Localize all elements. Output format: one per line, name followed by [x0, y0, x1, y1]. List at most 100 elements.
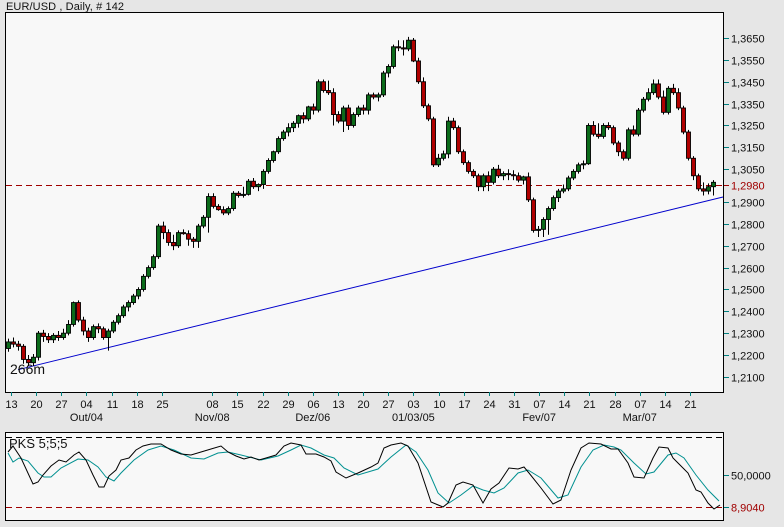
date-tick-label: 20 — [357, 399, 369, 411]
candle — [426, 103, 431, 122]
candle — [141, 274, 146, 292]
candle — [346, 104, 351, 130]
candle — [116, 313, 121, 325]
candle — [446, 116, 451, 159]
month-label: Dez/06 — [295, 412, 330, 424]
candle — [261, 169, 266, 189]
candle — [326, 80, 331, 95]
candle — [611, 125, 616, 146]
candle — [571, 169, 576, 181]
candle — [246, 179, 251, 196]
candle — [371, 92, 376, 100]
candle — [646, 88, 651, 102]
date-tick-label: 21 — [583, 399, 595, 411]
candle — [56, 330, 61, 341]
date-tick-label: 20 — [30, 399, 42, 411]
candle — [511, 170, 516, 181]
date-tick-label: 31 — [508, 399, 520, 411]
candle — [186, 230, 191, 246]
candle — [551, 195, 556, 211]
month-label: Mar/07 — [623, 412, 657, 424]
candle — [226, 206, 231, 216]
price-tick-label: 1,3650 — [731, 34, 765, 46]
candle — [286, 123, 291, 137]
price-tick-label: 1,2800 — [731, 220, 765, 232]
candle — [26, 355, 31, 366]
candlestick-series — [6, 36, 716, 366]
candle — [451, 117, 456, 130]
price-tick-label: 1,2700 — [731, 242, 765, 254]
candle — [196, 223, 201, 248]
date-tick-label: 10 — [433, 399, 445, 411]
candle — [656, 79, 661, 100]
candle — [471, 169, 476, 178]
candle — [596, 123, 601, 139]
price-tick-label: 1,2300 — [731, 329, 765, 341]
candle — [331, 88, 336, 126]
candle — [531, 197, 536, 233]
price-tick-label: 1,2900 — [731, 198, 765, 210]
candle — [126, 300, 131, 312]
candle — [336, 111, 341, 124]
date-tick-label: 27 — [55, 399, 67, 411]
candle — [6, 338, 11, 352]
candle — [651, 79, 656, 95]
support-trendline[interactable] — [17, 196, 724, 371]
candle — [546, 206, 551, 235]
candle — [406, 36, 411, 52]
candle — [376, 92, 381, 102]
candle — [526, 172, 531, 202]
trendline-label: 266m — [10, 361, 45, 377]
candle — [601, 123, 606, 139]
candle — [316, 79, 321, 113]
candle — [411, 38, 416, 63]
candle — [606, 122, 611, 130]
candle — [321, 79, 326, 93]
price-tick-label: 1,3250 — [731, 121, 765, 133]
month-label: Fev/07 — [522, 412, 556, 424]
candle — [676, 88, 681, 111]
candle — [231, 191, 236, 211]
candle — [506, 169, 511, 181]
candle — [521, 175, 526, 185]
date-tick-label: 13 — [5, 399, 17, 411]
candle — [591, 121, 596, 137]
candle — [421, 77, 426, 108]
candle — [41, 329, 46, 342]
date-tick-label: 14 — [558, 399, 570, 411]
candle — [91, 324, 96, 340]
candle — [661, 90, 666, 115]
candle — [311, 103, 316, 115]
price-panel[interactable] — [5, 12, 724, 393]
date-tick-label: 29 — [282, 399, 294, 411]
date-tick-label: 04 — [80, 399, 92, 411]
candle — [211, 193, 216, 209]
candle — [616, 140, 621, 157]
price-tick-label: 1,2600 — [731, 264, 765, 276]
date-tick-label: 22 — [257, 399, 269, 411]
price-tick-label: 1,2500 — [731, 285, 765, 297]
candle — [251, 177, 256, 189]
candle — [156, 223, 161, 259]
date-tick-label: 27 — [382, 399, 394, 411]
trendline[interactable]: 266m — [10, 196, 724, 377]
candle — [461, 149, 466, 165]
candle — [671, 83, 676, 95]
candle — [556, 188, 561, 202]
candle — [121, 304, 126, 318]
candle — [281, 129, 286, 141]
oscillator-series — [7, 442, 721, 510]
candle — [666, 86, 671, 115]
oscillator-line-pct-d — [7, 444, 720, 504]
date-tick-label: 07 — [634, 399, 646, 411]
candle — [76, 300, 81, 323]
candle — [236, 191, 241, 198]
candle — [381, 70, 386, 98]
candle — [36, 330, 41, 361]
candle — [341, 105, 346, 133]
candle — [16, 340, 21, 351]
candle — [171, 234, 176, 251]
oscillator-panel[interactable] — [5, 432, 724, 521]
candle — [296, 114, 301, 128]
